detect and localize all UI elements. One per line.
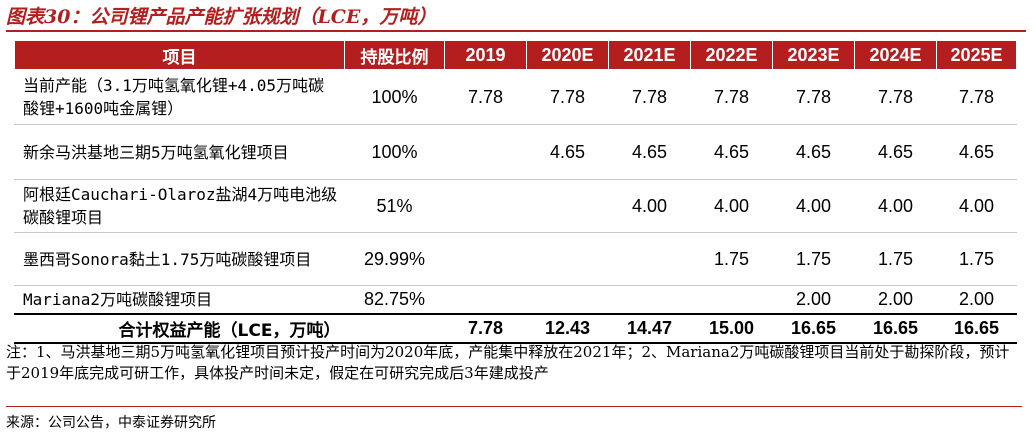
source-line: 来源：公司公告，中泰证券研究所 <box>6 415 216 431</box>
value-cell: 4.65 <box>526 124 609 180</box>
value-cell: 2.00 <box>936 285 1017 315</box>
value-cell: 7.78 <box>608 69 691 125</box>
project-name-cell: 阿根廷Cauchari-Olaroz盐湖4万吨电池级碳酸锂项目 <box>14 179 345 233</box>
header-cell: 2021E <box>608 40 691 70</box>
value-cell <box>444 285 527 315</box>
header-cell: 项目 <box>14 40 345 70</box>
value-cell: 1.75 <box>936 232 1017 286</box>
value-cell: 1.75 <box>690 232 773 286</box>
value-cell: 4.00 <box>854 179 937 233</box>
project-name-cell: 新余马洪基地三期5万吨氢氧化锂项目 <box>14 124 345 180</box>
value-cell: 7.78 <box>526 69 609 125</box>
value-cell: 7.78 <box>690 69 773 125</box>
total-cell: 7.78 <box>444 313 527 344</box>
header-cell: 2023E <box>772 40 855 70</box>
share-cell: 100% <box>344 124 445 180</box>
value-cell: 4.65 <box>608 124 691 180</box>
value-cell <box>608 232 691 286</box>
table-row: 墨西哥Sonora黏土1.75万吨碳酸锂项目 29.99% 1.75 1.75 1.75… <box>14 232 1017 286</box>
value-cell: 4.00 <box>936 179 1017 233</box>
value-cell: 2.00 <box>854 285 937 315</box>
value-cell: 1.75 <box>854 232 937 286</box>
value-cell: 4.00 <box>690 179 773 233</box>
project-name-cell: 当前产能（3.1万吨氢氧化锂+4.05万吨碳酸锂+1600吨金属锂） <box>14 69 345 125</box>
value-cell <box>526 232 609 286</box>
value-cell <box>526 285 609 315</box>
table-row: Mariana2万吨碳酸锂项目 82.75% 2.00 2.00 2.00 <box>14 285 1017 315</box>
total-cell: 15.00 <box>690 313 773 344</box>
header-cell: 2020E <box>526 40 609 70</box>
figure-title: 图表30：公司锂产品产能扩张规划（LCE，万吨） <box>6 4 1026 32</box>
value-cell <box>444 124 527 180</box>
value-cell: 4.65 <box>690 124 773 180</box>
value-cell: 4.00 <box>608 179 691 233</box>
table-row: 当前产能（3.1万吨氢氧化锂+4.05万吨碳酸锂+1600吨金属锂） 100% 7.… <box>14 69 1017 125</box>
table-header-row: 项目 持股比例 2019 2020E 2021E 2022E 2023E 202… <box>14 40 1017 70</box>
value-cell <box>690 285 773 315</box>
total-cell: 12.43 <box>526 313 609 344</box>
value-cell: 2.00 <box>772 285 855 315</box>
value-cell: 4.00 <box>772 179 855 233</box>
project-name-cell: 墨西哥Sonora黏土1.75万吨碳酸锂项目 <box>14 232 345 286</box>
value-cell <box>444 179 527 233</box>
value-cell <box>608 285 691 315</box>
project-name-cell: Mariana2万吨碳酸锂项目 <box>14 285 345 315</box>
value-cell: 7.78 <box>854 69 937 125</box>
header-cell: 2019 <box>444 40 527 70</box>
value-cell: 7.78 <box>772 69 855 125</box>
total-cell: 14.47 <box>608 313 691 344</box>
table-note: 注：1、马洪基地三期5万吨氢氧化锂项目预计投产时间为2020年底，产能集中释放在… <box>6 342 1022 407</box>
share-cell: 100% <box>344 69 445 125</box>
capacity-table: 项目 持股比例 2019 2020E 2021E 2022E 2023E 202… <box>14 40 1017 344</box>
share-cell: 29.99% <box>344 232 445 286</box>
total-cell: 16.65 <box>772 313 855 344</box>
share-cell: 82.75% <box>344 285 445 315</box>
table-row: 新余马洪基地三期5万吨氢氧化锂项目 100% 4.65 4.65 4.65 4.65 4.6… <box>14 124 1017 180</box>
value-cell: 4.65 <box>772 124 855 180</box>
total-row: 合计权益产能（LCE，万吨） 7.78 12.43 14.47 15.00 16… <box>14 313 1017 344</box>
share-cell: 51% <box>344 179 445 233</box>
header-cell: 2024E <box>854 40 937 70</box>
value-cell: 7.78 <box>444 69 527 125</box>
value-cell: 4.65 <box>854 124 937 180</box>
header-cell: 2025E <box>936 40 1017 70</box>
value-cell <box>526 179 609 233</box>
total-cell: 16.65 <box>936 313 1017 344</box>
value-cell: 1.75 <box>772 232 855 286</box>
value-cell: 4.65 <box>936 124 1017 180</box>
table-row: 阿根廷Cauchari-Olaroz盐湖4万吨电池级碳酸锂项目 51% 4.00 4.… <box>14 179 1017 233</box>
value-cell <box>444 232 527 286</box>
header-cell: 持股比例 <box>344 40 445 70</box>
total-label: 合计权益产能（LCE，万吨） <box>14 313 445 344</box>
value-cell: 7.78 <box>936 69 1017 125</box>
total-cell: 16.65 <box>854 313 937 344</box>
header-cell: 2022E <box>690 40 773 70</box>
